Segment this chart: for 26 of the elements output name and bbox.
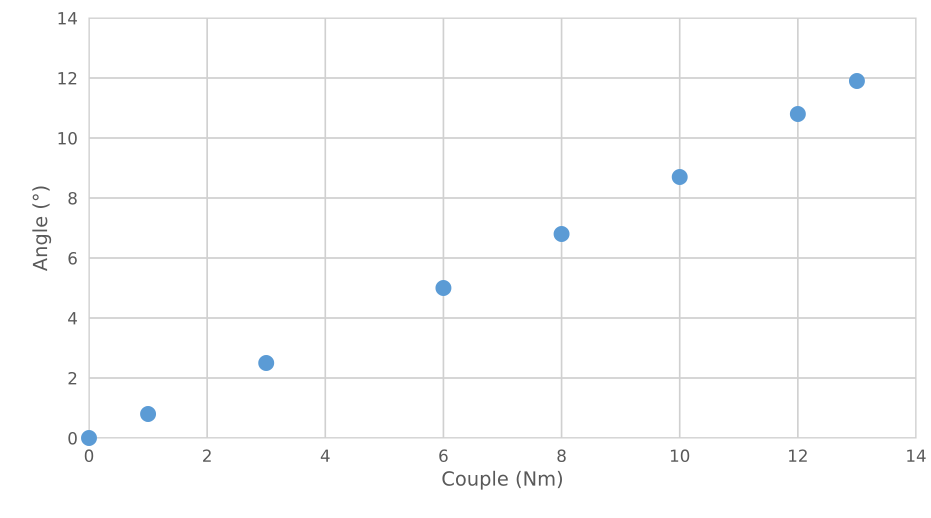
x-tick-label: 0 bbox=[84, 449, 94, 462]
y-axis-title: Angle (°) bbox=[32, 186, 52, 272]
y-tick-label: 8 bbox=[68, 192, 77, 205]
point bbox=[258, 355, 274, 371]
y-tick-label: 12 bbox=[58, 72, 76, 84]
x-tick-label: 14 bbox=[907, 450, 926, 462]
x-tick-label: 6 bbox=[439, 449, 448, 462]
point bbox=[554, 226, 570, 242]
y-tick-label: 6 bbox=[68, 252, 77, 265]
point bbox=[435, 280, 452, 296]
point bbox=[848, 73, 865, 89]
y-tick-label: 0 bbox=[68, 432, 77, 445]
point bbox=[140, 406, 156, 422]
x-axis-title: Couple (Nm) bbox=[442, 470, 562, 490]
x-tick-label: 10 bbox=[670, 449, 690, 462]
y-tick-label: 2 bbox=[68, 372, 76, 384]
y-tick-label: 4 bbox=[68, 312, 77, 324]
x-tick-label: 8 bbox=[557, 449, 566, 462]
x-tick-label: 2 bbox=[203, 449, 211, 462]
y-tick-label: 10 bbox=[58, 132, 77, 145]
point bbox=[81, 430, 97, 446]
y-tick-label: 14 bbox=[58, 12, 77, 24]
x-tick-label: 4 bbox=[320, 450, 330, 462]
x-tick-label: 12 bbox=[789, 449, 807, 462]
point bbox=[672, 169, 688, 185]
point bbox=[790, 106, 806, 122]
